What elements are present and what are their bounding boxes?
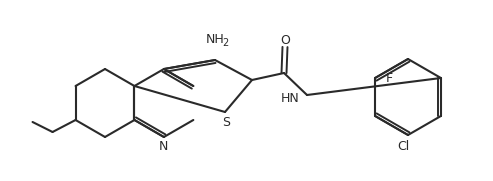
Text: NH: NH: [206, 33, 224, 46]
Text: Cl: Cl: [397, 140, 409, 153]
Text: S: S: [222, 115, 230, 129]
Text: HN: HN: [280, 92, 299, 104]
Text: 2: 2: [222, 38, 228, 48]
Text: N: N: [159, 140, 169, 153]
Text: O: O: [280, 33, 290, 47]
Text: F: F: [386, 71, 393, 85]
